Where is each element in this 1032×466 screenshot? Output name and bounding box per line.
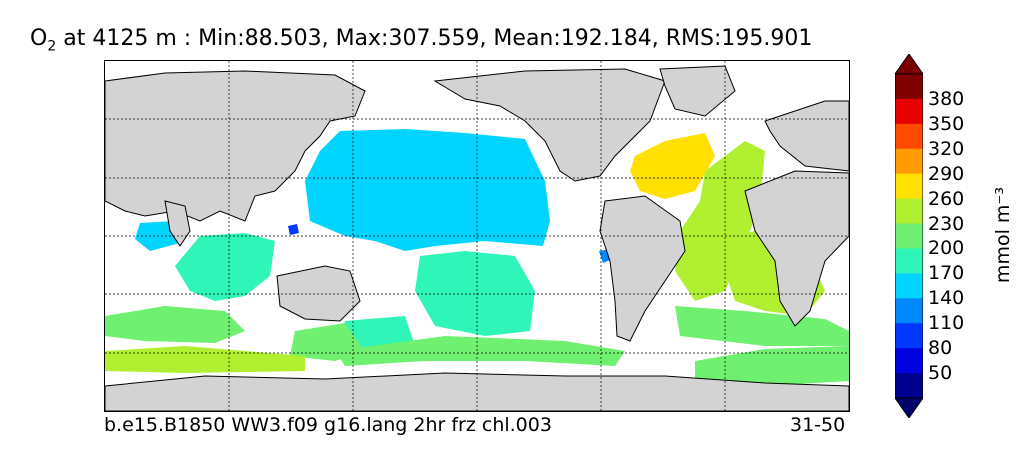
colorbar-over-arrow [894,53,924,75]
colorbar-tick-label: 260 [928,187,965,210]
colorbar-tick-label: 350 [928,112,965,135]
plot-title: O2 at 4125 m : Min:88.503, Max:307.559, … [30,26,812,54]
greenland-landmass [659,65,736,117]
colorbar-swatch [895,323,923,349]
colorbar-swatches [895,74,923,399]
colorbar-tick-label: 170 [928,262,965,285]
india-landmass [164,200,191,247]
colorbar-swatch [895,98,923,125]
colorbar-swatch [895,74,923,100]
colorbar-swatch [895,348,923,374]
colorbar-swatch [895,298,923,324]
antarctic-band-pacific [335,336,625,366]
colorbar-tick-label: 320 [928,137,965,160]
colorbar-swatch [895,173,923,200]
colorbar-tick-label: 140 [928,287,965,310]
antarctica-landmass [105,372,849,411]
case-name: b.e15.B1850 WW3.f09 g16.lang 2hr frz chl… [104,414,552,436]
ocean-map [105,61,849,411]
mid-atlantic-field [675,141,765,301]
south-pacific-field [415,251,535,336]
africa-landmass [744,170,849,327]
pacific-high-field [305,129,550,251]
europe-landmass [764,100,849,172]
southern-ocean-east [675,306,849,346]
colorbar-swatch [895,148,923,175]
colorbar-swatch [895,123,923,150]
variable-subscript: 2 [47,38,57,55]
indonesia-spot [288,224,299,235]
north-atlantic-high [630,133,715,199]
colorbar-swatch [895,223,923,249]
colorbar-tick-label: 80 [928,337,953,360]
north-america-landmass [433,68,666,182]
colorbar [894,53,924,419]
title-stats: at 4125 m : Min:88.503, Max:307.559, Mea… [56,26,813,51]
year-range: 31-50 [790,414,846,436]
colorbar-graphic [894,53,924,419]
australia-landmass [276,265,361,322]
colorbar-tick-label: 110 [928,312,965,335]
colorbar-swatch [895,273,923,299]
colorbar-under-arrow [894,397,924,419]
colorbar-tick-label: 380 [928,87,965,110]
colorbar-tick-label: 50 [928,362,953,385]
indian-ocean-field [175,233,275,301]
map-panel [104,60,850,412]
colorbar-unit-label: mmol m⁻³ [992,186,1014,284]
colorbar-tick-label: 230 [928,212,965,235]
colorbar-tick-label: 290 [928,162,965,185]
graticule [105,61,849,411]
variable-name: O [30,26,48,51]
land-masses [105,65,849,411]
colorbar-swatch [895,373,923,399]
colorbar-swatch [895,198,923,225]
antarctic-band-indian [105,346,305,373]
south-indian-field [105,306,245,343]
asia-landmass [105,70,366,222]
antarctic-band-atlantic [695,346,849,386]
colorbar-tick-label: 200 [928,237,965,260]
colorbar-swatch [895,248,923,274]
south-america-landmass [599,195,686,342]
